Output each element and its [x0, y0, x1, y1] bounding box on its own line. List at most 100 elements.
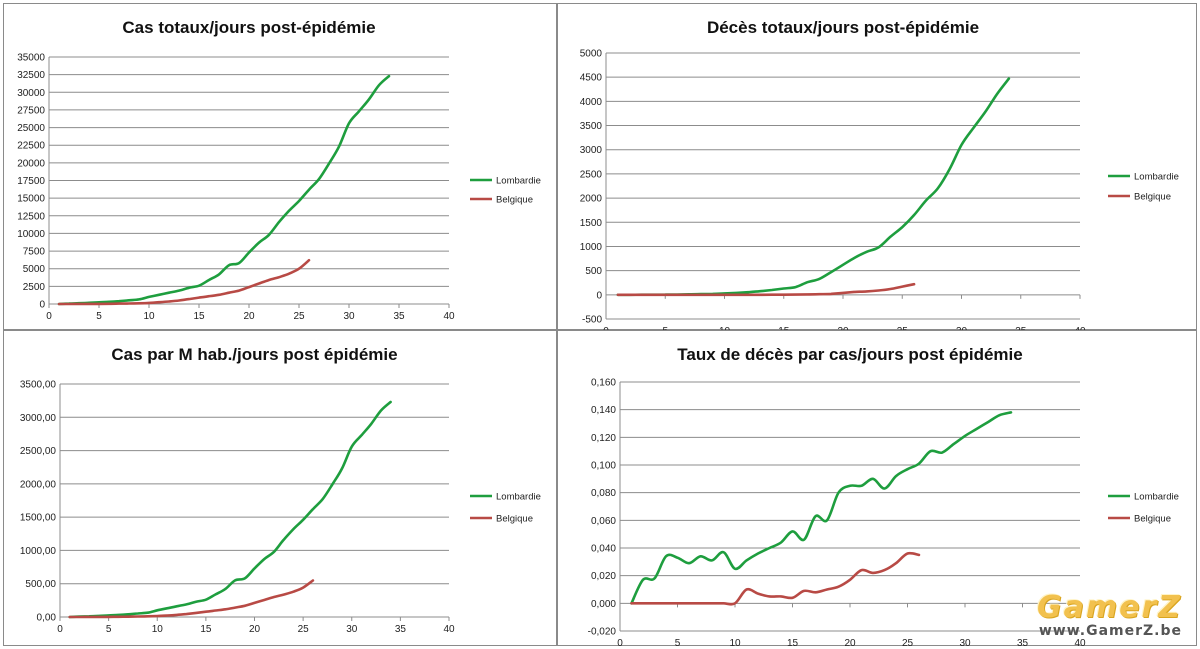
y-tick-label: 0	[596, 290, 602, 301]
x-tick-label: 25	[293, 311, 305, 322]
x-tick-label: 20	[243, 311, 255, 322]
x-tick-label: 15	[193, 311, 205, 322]
x-tick-label: 25	[902, 638, 914, 647]
x-tick-label: 10	[729, 638, 741, 647]
series-line-lombardie	[57, 74, 391, 306]
y-tick-label: 0,060	[591, 516, 616, 527]
legend-label-belgique: Belgique	[496, 514, 533, 525]
legend-label-belgique: Belgique	[496, 195, 533, 206]
y-tick-label: 5000	[23, 264, 46, 275]
y-tick-label: 20000	[17, 158, 45, 169]
x-tick-label: 35	[395, 624, 407, 635]
y-tick-label: 15000	[17, 194, 45, 205]
watermark-url: www.GamerZ.be	[1038, 623, 1182, 639]
y-tick-label: 30000	[17, 88, 45, 99]
x-tick-label: 30	[346, 624, 358, 635]
chart-title: Taux de décès par cas/jours post épidémi…	[677, 345, 1022, 364]
legend-label-lombardie: Lombardie	[1134, 492, 1179, 503]
y-tick-label: 10000	[17, 229, 45, 240]
y-tick-label: 0,140	[591, 405, 616, 416]
chart-total-deaths: Décès totaux/jours post-épidémie -500 0 500…	[557, 3, 1197, 331]
y-tick-label: 2000,00	[20, 479, 57, 490]
x-tick-label: 30	[343, 311, 355, 322]
chart-svg: Décès totaux/jours post-épidémie-5000500…	[580, 18, 1179, 331]
y-tick-label: 0,080	[591, 488, 616, 499]
legend-label-lombardie: Lombardie	[1134, 172, 1179, 183]
y-tick-label: 0	[39, 300, 45, 311]
x-tick-label: 5	[106, 624, 112, 635]
y-tick-label: 4500	[580, 73, 603, 84]
legend-label-lombardie: Lombardie	[496, 176, 541, 187]
y-tick-label: 35000	[17, 53, 45, 64]
y-tick-label: 0,040	[591, 544, 616, 555]
x-tick-label: 20	[249, 624, 261, 635]
x-tick-label: 15	[778, 326, 790, 331]
y-tick-label: 25000	[17, 123, 45, 134]
x-tick-label: 10	[152, 624, 164, 635]
y-tick-label: 1000	[580, 242, 603, 253]
chart-total-cases: Cas totaux/jours post-épidémie 0 2500 5000 7…	[3, 3, 557, 330]
x-tick-label: 25	[897, 326, 909, 331]
y-tick-label: 3000	[580, 145, 603, 156]
x-tick-label: 40	[1074, 326, 1086, 331]
legend-label-lombardie: Lombardie	[496, 492, 541, 503]
y-tick-label: 500,00	[25, 579, 56, 590]
y-tick-label: 2000	[580, 194, 603, 205]
y-tick-label: -500	[582, 315, 602, 326]
x-tick-label: 40	[443, 311, 455, 322]
y-tick-label: 3500,00	[20, 380, 57, 391]
x-tick-label: 0	[46, 311, 52, 322]
x-tick-label: 5	[675, 638, 681, 647]
chart-svg: Taux de décès par cas/jours post épidémi…	[588, 345, 1179, 647]
series-line-belgique	[57, 258, 311, 306]
x-tick-label: 25	[298, 624, 310, 635]
series-line-lombardie	[68, 400, 392, 619]
x-tick-label: 35	[1015, 326, 1027, 331]
chart-cases-per-million: Cas par M hab./jours post épidémie 0,00 50…	[3, 330, 557, 646]
series-line-belgique	[616, 282, 916, 297]
y-tick-label: 0,00	[37, 613, 57, 624]
x-tick-label: 0	[603, 326, 609, 331]
x-tick-label: 40	[443, 624, 455, 635]
chart-svg: Cas totaux/jours post-épidémie 0 2500 5000 7…	[17, 18, 541, 322]
chart-title: Cas totaux/jours post-épidémie	[122, 18, 375, 37]
x-tick-label: 30	[956, 326, 968, 331]
x-tick-label: 0	[57, 624, 63, 635]
y-tick-label: 0,160	[591, 378, 616, 389]
y-tick-label: 2500,00	[20, 446, 57, 457]
series-line-lombardie	[630, 411, 1013, 605]
x-tick-label: 10	[143, 311, 155, 322]
chart-svg: Cas par M hab./jours post épidémie0,0050…	[20, 345, 541, 635]
x-tick-label: 5	[96, 311, 102, 322]
chart-death-rate: Taux de décès par cas/jours post épidémi…	[557, 330, 1197, 647]
y-tick-label: 22500	[17, 141, 45, 152]
chart-title: Cas par M hab./jours post épidémie	[111, 345, 397, 364]
x-tick-label: 35	[1017, 638, 1029, 647]
y-tick-label: 1500	[580, 218, 603, 229]
y-tick-label: 5000	[580, 49, 603, 60]
watermark: GamerZ www.GamerZ.be	[1036, 590, 1182, 640]
y-tick-label: 500	[585, 266, 602, 277]
y-tick-label: 0,000	[591, 599, 616, 610]
x-tick-label: 10	[719, 326, 731, 331]
watermark-logo: GamerZ	[1036, 590, 1182, 625]
y-tick-label: 12500	[17, 211, 45, 222]
x-tick-label: 35	[393, 311, 405, 322]
x-tick-label: 30	[959, 638, 971, 647]
y-tick-label: 0,120	[591, 433, 616, 444]
y-tick-label: 17500	[17, 176, 45, 187]
y-tick-label: 3000,00	[20, 413, 57, 424]
y-tick-label: 4000	[580, 97, 603, 108]
y-tick-label: 1000,00	[20, 546, 57, 557]
y-tick-label: 3500	[580, 121, 603, 132]
x-tick-label: 15	[787, 638, 799, 647]
x-tick-label: 20	[844, 638, 856, 647]
y-tick-label: 1500,00	[20, 513, 57, 524]
y-tick-label: 7500	[23, 247, 46, 258]
x-tick-label: 20	[837, 326, 849, 331]
x-tick-label: 0	[617, 638, 623, 647]
y-tick-label: 0,020	[591, 571, 616, 582]
y-tick-label: 2500	[580, 169, 603, 180]
x-tick-label: 5	[662, 326, 668, 331]
y-tick-label: -0,020	[588, 627, 617, 638]
